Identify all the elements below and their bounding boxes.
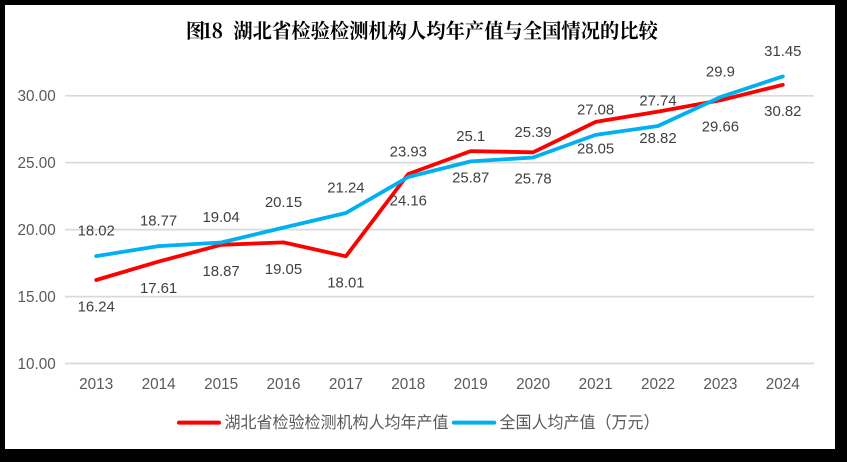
svg-text:31.45: 31.45	[764, 44, 801, 60]
svg-text:19.04: 19.04	[202, 210, 239, 226]
svg-text:2024: 2024	[766, 376, 801, 393]
svg-text:25.39: 25.39	[514, 125, 551, 141]
svg-text:2017: 2017	[329, 376, 363, 393]
svg-text:30.00: 30.00	[18, 88, 56, 105]
svg-text:16.24: 16.24	[78, 299, 115, 315]
svg-text:30.82: 30.82	[764, 104, 801, 120]
svg-text:15.00: 15.00	[18, 289, 56, 306]
svg-text:21.24: 21.24	[327, 180, 364, 196]
svg-text:2023: 2023	[703, 376, 737, 393]
svg-text:2018: 2018	[391, 376, 425, 393]
svg-text:28.82: 28.82	[639, 131, 676, 147]
svg-text:18.01: 18.01	[327, 276, 364, 292]
svg-text:25.00: 25.00	[18, 155, 56, 172]
svg-text:18.02: 18.02	[78, 224, 115, 240]
svg-text:2013: 2013	[79, 376, 113, 393]
svg-text:2016: 2016	[266, 376, 300, 393]
svg-text:25.1: 25.1	[456, 129, 485, 145]
svg-text:17.61: 17.61	[140, 281, 177, 297]
svg-text:2021: 2021	[579, 376, 613, 393]
svg-text:19.05: 19.05	[265, 262, 302, 278]
svg-text:23.93: 23.93	[390, 144, 427, 160]
svg-text:2022: 2022	[641, 376, 675, 393]
svg-text:24.16: 24.16	[390, 193, 427, 209]
svg-text:18.77: 18.77	[140, 214, 177, 230]
svg-text:27.74: 27.74	[639, 93, 676, 109]
svg-text:27.08: 27.08	[577, 102, 614, 118]
svg-text:18.87: 18.87	[202, 264, 239, 280]
svg-text:2015: 2015	[204, 376, 238, 393]
svg-text:25.78: 25.78	[514, 172, 551, 188]
svg-text:20.15: 20.15	[265, 195, 302, 211]
svg-text:2019: 2019	[454, 376, 488, 393]
svg-text:10.00: 10.00	[18, 356, 56, 373]
svg-text:29.66: 29.66	[702, 120, 739, 136]
svg-text:29.9: 29.9	[706, 65, 735, 81]
svg-text:28.05: 28.05	[577, 141, 614, 157]
svg-text:2020: 2020	[516, 376, 550, 393]
svg-text:2014: 2014	[142, 376, 177, 393]
svg-text:25.87: 25.87	[452, 171, 489, 187]
svg-text:20.00: 20.00	[18, 222, 56, 239]
